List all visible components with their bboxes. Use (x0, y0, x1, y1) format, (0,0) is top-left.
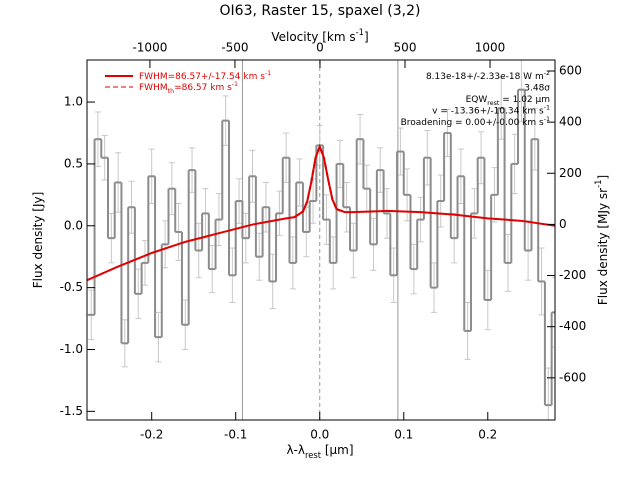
plot-frame (86, 59, 556, 421)
y-tick-label: 0.5 (64, 156, 83, 170)
x-tick-label: 0.1 (394, 428, 413, 442)
y2-tick-label: -200 (559, 268, 586, 282)
annotation-part: = 1.02 μm (499, 95, 550, 105)
plot-area (87, 60, 555, 420)
x-tick-label: 0.2 (478, 428, 497, 442)
y-tick-label: 0.0 (64, 218, 83, 232)
annotation-part: EQW (466, 95, 488, 105)
y2-tick-label: -400 (559, 319, 586, 333)
x2-tick-label: -1000 (132, 41, 167, 55)
x2-tick-label: 500 (394, 41, 417, 55)
legend-label-part: FWHM (139, 83, 168, 93)
annotation: 3.48σ (524, 83, 550, 93)
x-tick-label: -0.1 (224, 428, 247, 442)
y-tick-label: -1.5 (60, 404, 83, 418)
annotation-part: -1 (544, 104, 550, 111)
y2-tick-label: 400 (559, 115, 582, 129)
x2-axis-label-part: Velocity [km s (271, 30, 355, 44)
annotation: v = -13.36+/-10.34 km s-1 (432, 104, 550, 116)
x2-axis-label-part: ] (364, 30, 369, 44)
x2-tick-label: 0 (316, 41, 324, 55)
x2-tick-label: -500 (221, 41, 248, 55)
annotation-part: rest (487, 100, 500, 107)
x2-tick-label: 1000 (475, 41, 506, 55)
annotation-part: -1 (544, 116, 550, 123)
x2-axis-label: Velocity [km s-1] (271, 27, 368, 44)
x-axis-label-part: rest (305, 450, 322, 460)
annotation: 8.13e-18+/-2.33e-18 W m-2 (426, 70, 550, 82)
fit-line (87, 143, 555, 282)
y2-axis-label-part: -1 (593, 180, 603, 188)
annotation-part: 8.13e-18+/-2.33e-18 W m (426, 72, 544, 82)
x-axis-label-part: λ-λ (286, 443, 305, 457)
y-tick-label: 1.0 (64, 95, 83, 109)
x2-axis-label-part: -1 (356, 27, 364, 37)
axes: -0.2 -0.1 0.0 0.1 0.2 -1000 -500 0 500 1000 -1.5 -1… (31, 27, 610, 460)
legend-label-part: =86.57 km s (174, 83, 232, 93)
y2-tick-label: 0 (559, 217, 567, 231)
annotation-part: 3.48σ (524, 83, 550, 93)
chart-title: OI63, Raster 15, spaxel (3,2) (220, 3, 421, 19)
annotation-part: Broadening = 0.00+/-0.00 km s (401, 118, 544, 128)
annotation: Broadening = 0.00+/-0.00 km s-1 (401, 116, 550, 128)
annotation-part: v = -13.36+/-10.34 km s (432, 106, 544, 116)
y2-tick-label: 600 (559, 63, 582, 77)
legend-label-part: th (168, 88, 174, 95)
y2-tick-label: -600 (559, 370, 586, 384)
legend-label: FWHMth=86.57 km s-1 (139, 81, 238, 95)
y2-axis-label: Flux density [MJy sr-1] (593, 175, 610, 305)
legend-label-part: -1 (232, 81, 238, 88)
y-axis-label: Flux density [Jy] (31, 192, 45, 289)
x-tick-label: 0.0 (310, 428, 329, 442)
legend-label: FWHM=86.57+/-17.54 km s-1 (139, 70, 271, 82)
y-axis-label-part: Flux density [Jy] (31, 192, 45, 289)
x-axis-label: λ-λrest [μm] (286, 443, 353, 460)
y-tick-label: -0.5 (60, 280, 83, 294)
y2-axis-label-part: ] (596, 175, 610, 180)
legend-label-part: -1 (265, 70, 271, 77)
y2-tick-label: 200 (559, 166, 582, 180)
x-tick-label: -0.2 (140, 428, 163, 442)
annotation-part: -2 (544, 70, 550, 77)
y2-axis-label-part: Flux density [MJy sr (596, 188, 610, 305)
fit-line-dashed (293, 143, 346, 218)
annotation: EQWrest = 1.02 μm (466, 95, 550, 107)
x-axis-label-part: [μm] (321, 443, 354, 457)
legend-label-part: FWHM=86.57+/-17.54 km s (139, 72, 265, 82)
y-tick-label: -1.0 (60, 342, 83, 356)
